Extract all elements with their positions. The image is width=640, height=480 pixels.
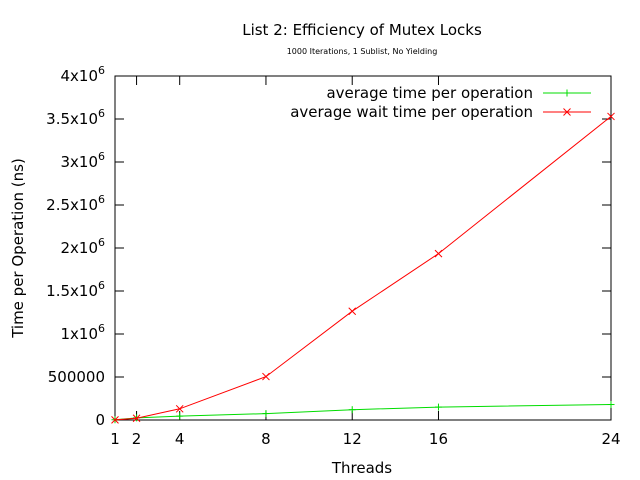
data-point bbox=[434, 249, 443, 258]
x-tick-label: 16 bbox=[429, 430, 448, 448]
data-point bbox=[607, 112, 615, 121]
data-point bbox=[262, 410, 270, 418]
series-1 bbox=[111, 112, 615, 424]
data-point bbox=[132, 414, 141, 423]
x-tick-label: 4 bbox=[175, 430, 185, 448]
y-tick-label: 3.5x106 bbox=[46, 107, 105, 128]
x-tick-label: 24 bbox=[601, 430, 620, 448]
y-tick-label: 1x106 bbox=[60, 322, 105, 343]
data-point bbox=[262, 372, 270, 381]
y-tick-label: 500000 bbox=[48, 368, 105, 386]
data-point bbox=[607, 401, 615, 409]
legend-marker bbox=[563, 89, 571, 97]
chart-subtitle: 1000 Iterations, 1 Sublist, No Yielding bbox=[287, 47, 438, 56]
chart-title: List 2: Efficiency of Mutex Locks bbox=[242, 21, 482, 39]
y-tick-label: 2.5x106 bbox=[46, 193, 105, 214]
legend-label: average wait time per operation bbox=[290, 103, 533, 121]
series-layer bbox=[111, 112, 615, 424]
x-tick-label: 1 bbox=[110, 430, 120, 448]
series-line bbox=[114, 116, 612, 421]
legend-marker bbox=[563, 108, 571, 116]
data-point bbox=[348, 406, 356, 414]
x-tick-label: 8 bbox=[261, 430, 271, 448]
x-axis-title: Threads bbox=[331, 459, 392, 477]
data-point bbox=[348, 307, 357, 316]
y-tick-label: 0 bbox=[95, 411, 105, 429]
x-tick-label: 2 bbox=[132, 430, 142, 448]
data-point bbox=[175, 404, 184, 413]
x-tick-label: 12 bbox=[343, 430, 362, 448]
legend-label: average time per operation bbox=[326, 84, 533, 102]
y-tick-label: 1.5x106 bbox=[46, 279, 105, 300]
data-point bbox=[434, 403, 442, 411]
plot-border bbox=[114, 75, 612, 421]
series-line bbox=[114, 404, 612, 421]
y-tick-label: 4x106 bbox=[60, 64, 105, 85]
data-point bbox=[111, 416, 119, 424]
data-point bbox=[176, 412, 184, 420]
y-tick-label: 2x106 bbox=[60, 236, 105, 257]
y-axis-title: Time per Operation (ns) bbox=[9, 158, 27, 339]
y-tick-label: 3x106 bbox=[60, 150, 105, 171]
axis-ticks: 0 500000 1x106 1.5x106 2x106 2.5x106 3x106 3.5x… bbox=[46, 64, 620, 448]
